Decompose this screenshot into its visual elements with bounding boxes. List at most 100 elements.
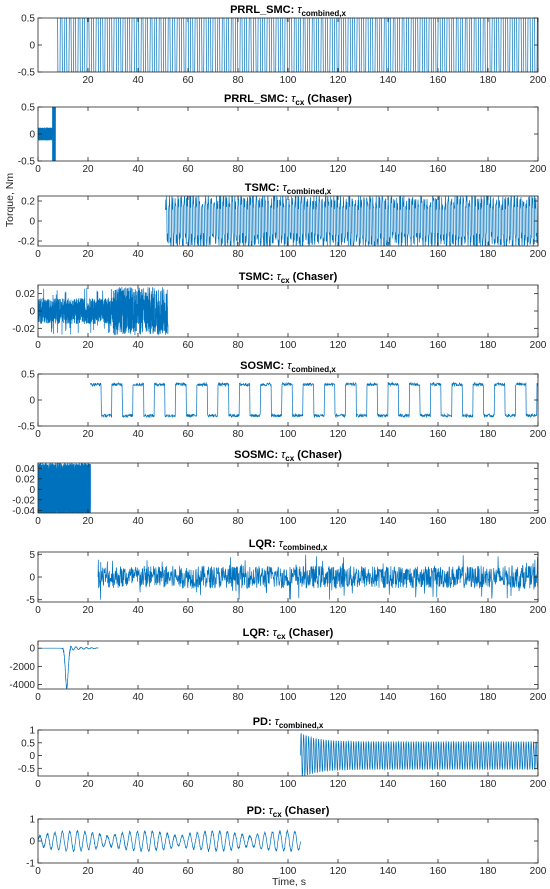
chart-panel: PD: τcx (Chaser) 0 20 40 60 80 100 120 140 160 180…	[26, 805, 547, 877]
x-tick-label: 120	[330, 75, 347, 86]
y-tick-label: -0.5	[18, 764, 36, 775]
axes-box	[37, 106, 539, 162]
y-tick-label: 1	[29, 815, 35, 826]
chart-panel: PD: τcombined,x 0 20 40 60 80 100 120 140 160 180 2…	[18, 716, 547, 790]
y-tick-label: -0.5	[18, 422, 36, 433]
x-tick-label: 160	[430, 779, 447, 790]
x-tick-label: 80	[232, 75, 244, 86]
chart-title-main: PRRL_SMC:	[224, 93, 291, 105]
y-tick-label: 5	[29, 550, 35, 561]
chart-title-tau: τ	[287, 360, 292, 372]
x-tick-label: 40	[132, 605, 144, 616]
y-tick-label: 0.5	[21, 738, 35, 749]
chart-title-tau: τ	[273, 627, 278, 639]
x-tick-label: 100	[280, 516, 297, 527]
chart-title-sub: combined,x	[301, 9, 346, 18]
x-tick-label: 60	[182, 75, 194, 86]
x-tick-label: 0	[35, 429, 41, 440]
x-tick-label: 160	[430, 866, 447, 877]
x-tick-label: 180	[480, 779, 497, 790]
x-tick-label: 200	[530, 866, 547, 877]
series-line	[90, 381, 538, 419]
x-tick-label: 160	[430, 692, 447, 703]
series-line	[97, 554, 538, 600]
x-tick-label: 60	[182, 429, 194, 440]
chart-title: PRRL_SMC: τcombined,x	[230, 4, 346, 18]
chart-title-suffix: (Chaser)	[286, 627, 334, 639]
x-tick-label: 0	[35, 340, 41, 351]
y-tick-label: 0	[29, 396, 35, 407]
x-tick-label: 20	[82, 249, 94, 260]
x-tick-label: 180	[480, 340, 497, 351]
y-tick-label: -0.5	[18, 157, 36, 168]
x-tick-label: 60	[182, 164, 194, 175]
x-tick-label: 160	[430, 164, 447, 175]
x-tick-label: 60	[182, 866, 194, 877]
x-tick-label: 20	[82, 164, 94, 175]
chart-panel: LQR: τcombined,x 0 20 40 60 80 100 120 140 160 180…	[26, 538, 547, 616]
chart-title-sub: combined,x	[279, 721, 324, 730]
y-tick-label: 0	[29, 41, 35, 52]
x-tick-label: 140	[380, 692, 397, 703]
y-tick-label: 0	[29, 130, 35, 141]
chart-title: PRRL_SMC: τcx (Chaser)	[224, 93, 352, 107]
x-tick-label: 80	[232, 249, 244, 260]
y-tick-label: -0.5	[18, 68, 36, 79]
series-line	[38, 107, 56, 161]
x-tick-label: 80	[232, 429, 244, 440]
series-line	[38, 463, 91, 513]
chart-title-main: PRRL_SMC:	[230, 4, 297, 16]
series-line	[300, 733, 538, 776]
chart-title-tau: τ	[277, 271, 282, 283]
x-tick-label: 140	[380, 605, 397, 616]
x-tick-label: 160	[430, 429, 447, 440]
y-tick-label: 0.2	[21, 197, 35, 208]
x-tick-label: 100	[280, 249, 297, 260]
chart-title: TSMC: τcx (Chaser)	[239, 271, 338, 285]
x-tick-label: 80	[232, 779, 244, 790]
x-tick-label: 20	[82, 429, 94, 440]
y-tick-label: 1	[29, 726, 35, 737]
x-tick-label: 40	[132, 866, 144, 877]
series-line	[165, 196, 538, 246]
series-line	[55, 18, 538, 72]
x-tick-label: 20	[82, 340, 94, 351]
chart-panel: LQR: τcx (Chaser) 0 20 40 60 80 100 120 140 160 18…	[9, 627, 546, 703]
chart-title-main: TSMC:	[239, 271, 277, 283]
x-tick-label: 20	[82, 516, 94, 527]
x-tick-label: 80	[232, 692, 244, 703]
x-tick-label: 80	[232, 605, 244, 616]
x-tick-label: 180	[480, 249, 497, 260]
chart-title-sub: combined,x	[287, 187, 332, 196]
x-tick-label: 40	[132, 692, 144, 703]
x-tick-label: 200	[530, 75, 547, 86]
x-tick-label: 140	[380, 249, 397, 260]
x-tick-label: 140	[380, 75, 397, 86]
x-tick-label: 20	[82, 605, 94, 616]
chart-title: SOSMC: τcx (Chaser)	[234, 449, 342, 463]
x-tick-label: 60	[182, 516, 194, 527]
y-tick-label: 0	[29, 573, 35, 584]
chart-title-suffix: (Chaser)	[304, 93, 352, 105]
chart-title-sub: cx	[295, 98, 304, 107]
x-tick-label: 20	[82, 779, 94, 790]
chart-title: LQR: τcx (Chaser)	[243, 627, 334, 641]
chart-title-sub: cx	[285, 454, 294, 463]
x-tick-label: 100	[280, 866, 297, 877]
y-tick-label: -1	[26, 859, 35, 870]
x-tick-label: 200	[530, 249, 547, 260]
x-tick-label: 160	[430, 340, 447, 351]
x-tick-label: 80	[232, 164, 244, 175]
y-tick-label: 0.02	[16, 289, 36, 300]
series-line	[38, 286, 169, 336]
chart-panel: PRRL_SMC: τcx (Chaser) 0 20 40 60 80 100 120 140…	[18, 93, 547, 175]
x-tick-label: 180	[480, 692, 497, 703]
x-tick-label: 120	[330, 249, 347, 260]
x-tick-label: 120	[330, 605, 347, 616]
x-tick-label: 180	[480, 429, 497, 440]
chart-title-main: TSMC:	[245, 182, 283, 194]
chart-title-tau: τ	[291, 93, 296, 105]
x-tick-label: 0	[35, 692, 41, 703]
chart-title-main: SOSMC:	[234, 449, 281, 461]
